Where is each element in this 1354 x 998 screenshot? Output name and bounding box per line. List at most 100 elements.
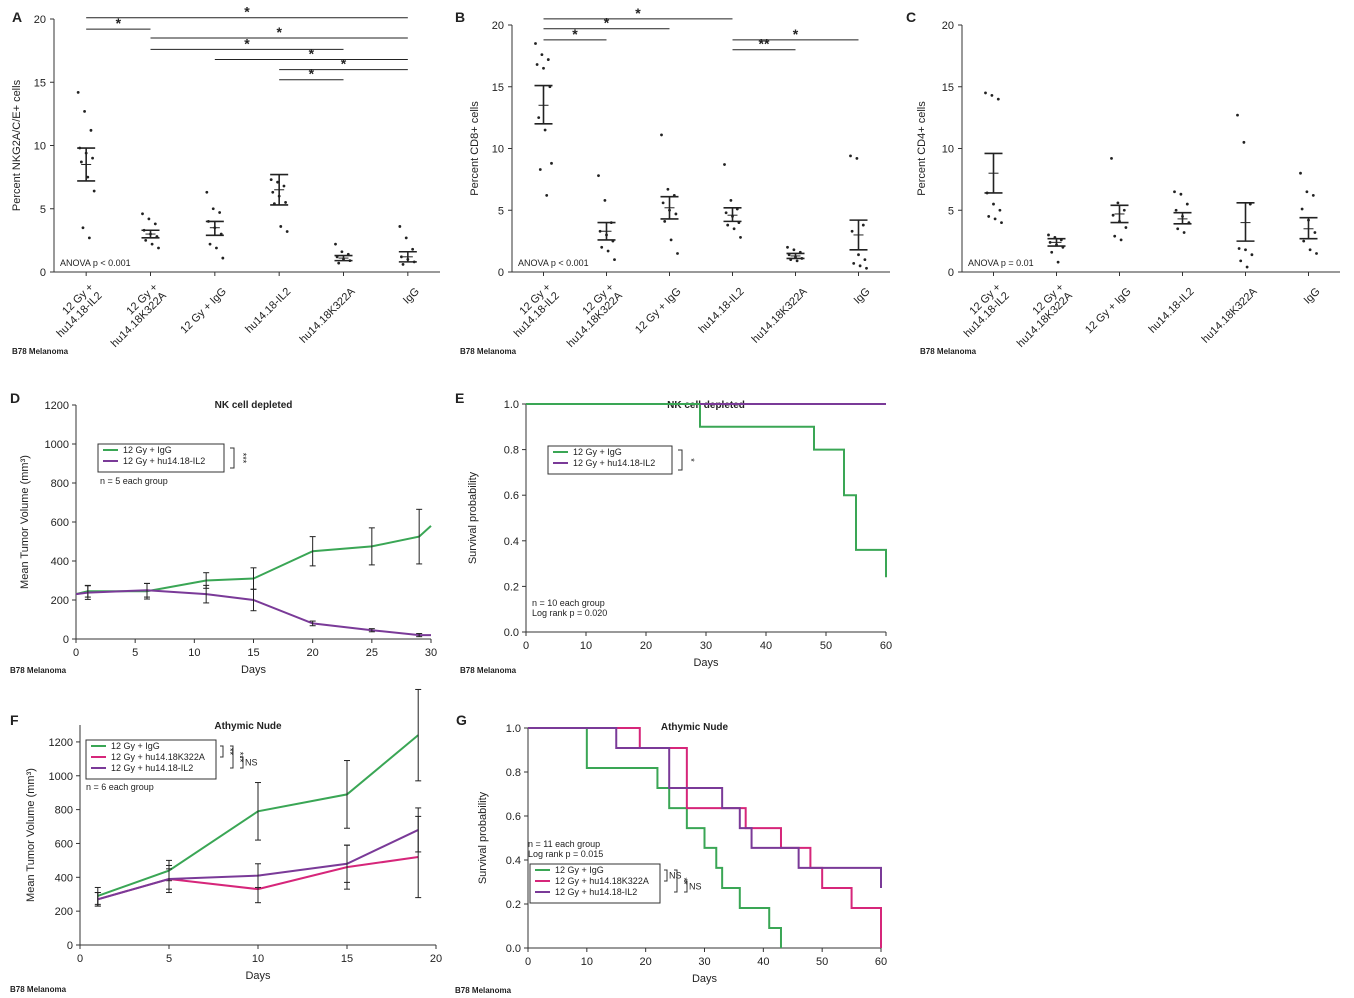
- data-point: [404, 236, 408, 240]
- data-point: [597, 174, 600, 178]
- significance-bracket: [678, 449, 683, 471]
- note-text: n = 5 each group: [100, 476, 168, 486]
- x-tick-label: hu14.18K322A: [298, 285, 358, 345]
- data-point: [1300, 207, 1304, 211]
- significance-label: *: [793, 26, 799, 42]
- significance-label: *: [635, 5, 641, 21]
- data-point: [1110, 156, 1113, 160]
- data-point: [865, 266, 868, 270]
- y-tick-label: 1200: [45, 400, 69, 412]
- data-point: [1237, 247, 1241, 250]
- data-point: [996, 97, 1000, 101]
- significance-bracket: [240, 756, 244, 769]
- y-tick-label: 20: [492, 20, 504, 32]
- x-tick-label: hu14.18-IL2: [1147, 286, 1197, 336]
- x-tick-label: 12 Gy +hu14.18K322A: [100, 281, 169, 350]
- legend-entry: 12 Gy + hu14.18-IL2: [111, 763, 193, 773]
- data-point: [1244, 248, 1247, 252]
- panel-e: E NK cell depleted 0.0 0.2 0.4 0.6 0.8 1.0 0 10 20…: [455, 390, 892, 675]
- x-tick-label: 40: [760, 640, 772, 652]
- y-tick-label: 10: [942, 144, 954, 156]
- y-tick-label: 0.2: [504, 581, 519, 593]
- y-tick-label: 800: [51, 478, 69, 490]
- y-tick-label: 5: [40, 204, 46, 216]
- x-tick-label: 5: [132, 647, 138, 659]
- y-tick-label: 5: [498, 205, 504, 217]
- x-tick-label: 10: [252, 953, 264, 965]
- data-point: [984, 91, 987, 95]
- data-point: [666, 187, 670, 191]
- x-tick-label: hu14.18-IL2: [243, 286, 293, 336]
- data-point: [726, 223, 730, 227]
- data-point: [218, 211, 222, 214]
- data-point: [543, 128, 547, 132]
- panel-e-label: E: [455, 390, 464, 406]
- x-tick-label: 20: [430, 953, 442, 965]
- footer-label: B78 Melanoma: [920, 347, 977, 356]
- significance-label: *: [341, 56, 347, 72]
- data-point: [1124, 226, 1128, 229]
- significance-bracket: [230, 745, 234, 769]
- data-point: [729, 198, 733, 202]
- x-tick-label: 60: [875, 956, 887, 968]
- data-point: [401, 263, 405, 266]
- data-point: [990, 93, 994, 97]
- data-point: [86, 175, 90, 179]
- data-point: [221, 256, 225, 260]
- x-tick-label: 50: [820, 640, 832, 652]
- x-axis-label: Days: [693, 657, 719, 669]
- data-point: [600, 245, 604, 249]
- data-point: [398, 225, 402, 228]
- data-point: [1311, 194, 1315, 197]
- data-point: [79, 160, 83, 164]
- y-tick-label: 0.8: [506, 767, 521, 779]
- legend-entry: 12 Gy + hu14.18K322A: [555, 876, 649, 886]
- y-tick-label: 0.0: [506, 943, 521, 955]
- data-point: [211, 207, 215, 211]
- data-point: [334, 242, 337, 246]
- x-tick-label: 0: [77, 953, 83, 965]
- panel-g-label: G: [456, 712, 467, 728]
- panel-d: D NK cell depleted 0 200 400 600 800 1000 1200 0 5…: [10, 390, 437, 676]
- legend-entry: 12 Gy + hu14.18-IL2: [555, 887, 637, 897]
- data-point: [537, 116, 541, 120]
- data-point: [987, 215, 991, 218]
- footer-label: B78 Melanoma: [460, 666, 517, 675]
- data-point: [732, 227, 736, 231]
- panel-b: B 0 5 10 15 20 Percent CD8+ cells 12 Gy +hu14.1…: [455, 5, 890, 356]
- footer-label: B78 Melanoma: [10, 666, 67, 675]
- data-point: [739, 236, 742, 239]
- y-tick-label: 0: [40, 267, 46, 279]
- series-line: [526, 403, 887, 578]
- y-axis-label: Survival probability: [477, 791, 489, 884]
- y-tick-label: 0: [67, 940, 73, 952]
- significance-label: *: [244, 4, 250, 20]
- x-tick-label: 0: [73, 647, 79, 659]
- significance-label: ***: [238, 453, 248, 464]
- data-point: [534, 42, 537, 45]
- data-point: [400, 255, 403, 259]
- data-point: [1313, 231, 1317, 234]
- data-point: [1315, 252, 1318, 255]
- data-point: [546, 58, 550, 61]
- x-tick-label: 30: [700, 640, 712, 652]
- y-tick-label: 5: [948, 205, 954, 217]
- significance-bracket: [220, 745, 224, 758]
- anova-annotation: ANOVA p < 0.001: [60, 258, 131, 268]
- data-point: [1116, 201, 1120, 205]
- legend-entry: 12 Gy + IgG: [123, 445, 172, 455]
- data-point: [215, 246, 218, 250]
- y-tick-label: 1.0: [506, 723, 521, 735]
- data-point: [1299, 171, 1302, 175]
- data-point: [1185, 202, 1189, 206]
- significance-label: NS: [669, 871, 682, 881]
- x-tick-label: 12 Gy +hu14.18-IL2: [503, 281, 561, 339]
- legend-entry: 12 Gy + hu14.18-IL2: [123, 456, 205, 466]
- y-tick-label: 10: [492, 144, 504, 156]
- significance-label: *: [309, 66, 315, 82]
- y-tick-label: 200: [55, 906, 73, 918]
- data-point: [269, 178, 273, 182]
- x-axis-label: Days: [245, 970, 271, 982]
- x-tick-label: 12 Gy +hu14.18-IL2: [46, 281, 104, 339]
- data-point: [660, 133, 663, 137]
